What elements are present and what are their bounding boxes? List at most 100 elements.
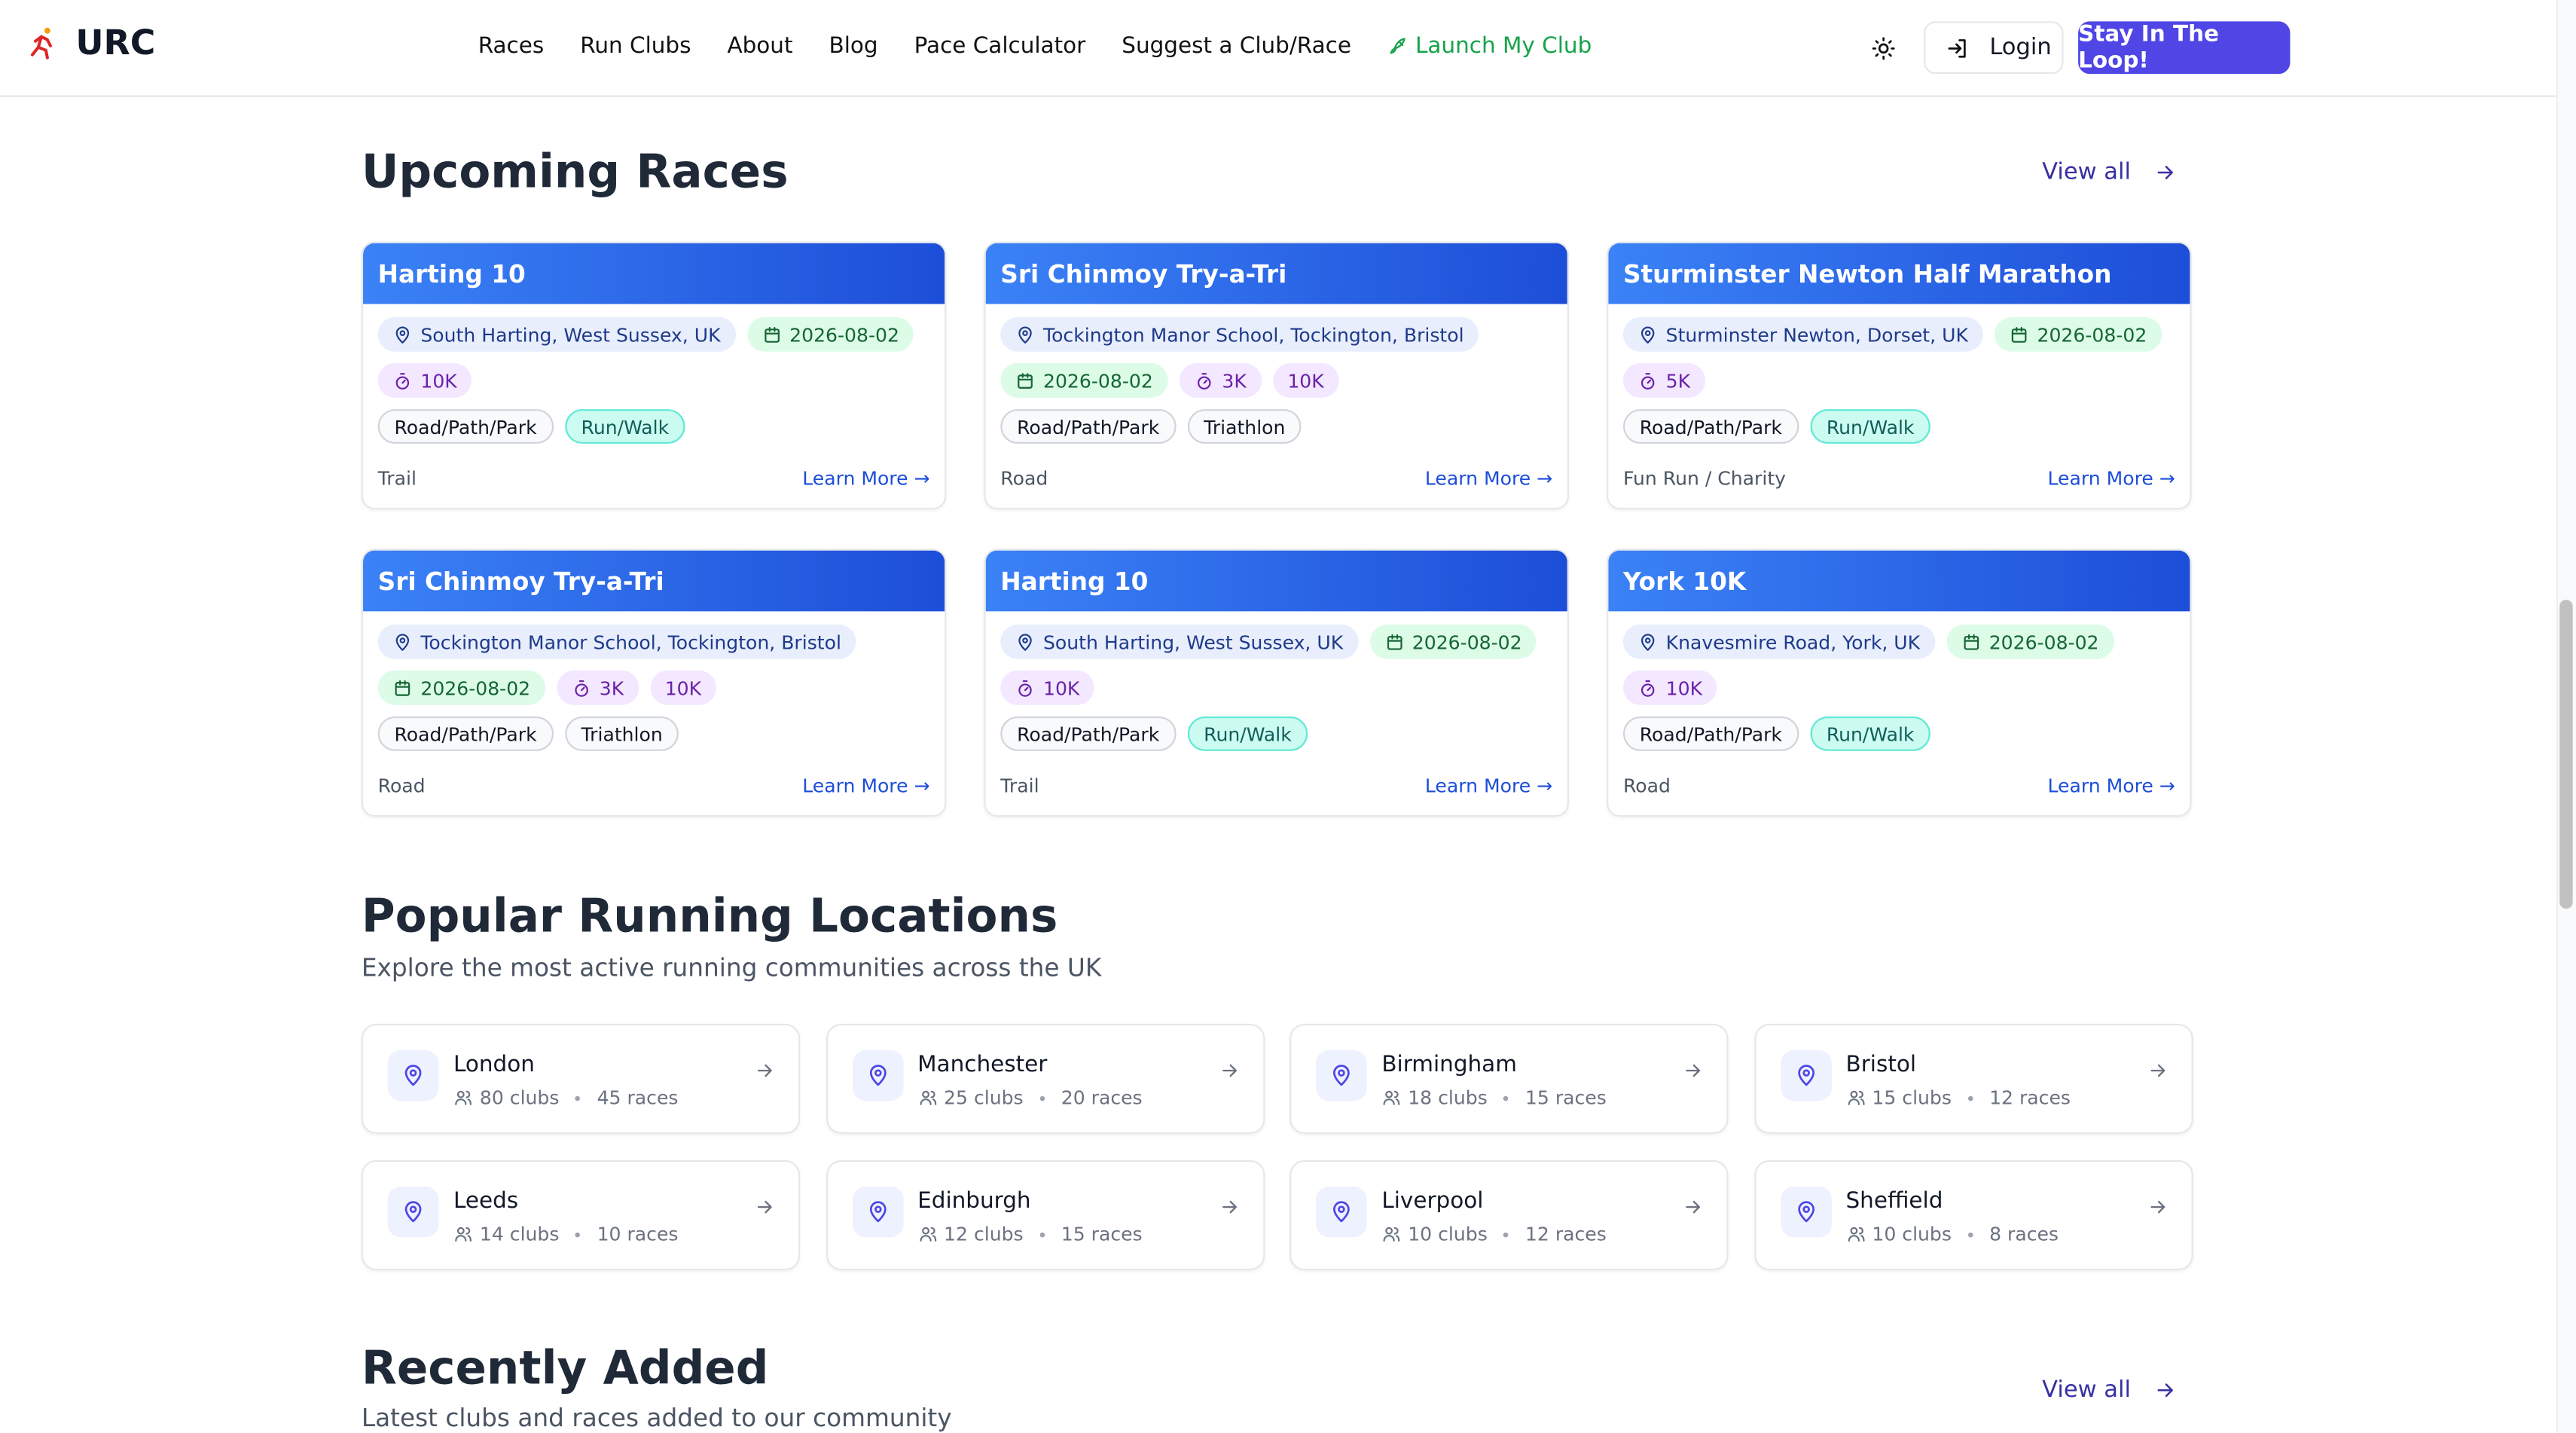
view-all[interactable]: View all — [2042, 1377, 2177, 1404]
clubs: 14 clubs — [479, 1222, 560, 1246]
scrollbar-thumb[interactable] — [2559, 600, 2573, 909]
race-type: Fun Run / Charity — [1622, 466, 1787, 490]
nav-link[interactable]: About — [727, 33, 792, 60]
location-icon — [387, 1186, 439, 1238]
race-type: Trail — [1000, 774, 1039, 797]
race-name[interactable]: York 10K — [1608, 550, 2190, 612]
tag: Triathlon — [564, 716, 679, 751]
date-pill: 2026-08-02 — [377, 670, 545, 705]
users-icon — [919, 1090, 936, 1105]
location-name: Bristol — [1845, 1051, 1917, 1078]
races: 12 races — [1989, 1086, 2071, 1110]
pin-icon — [1641, 633, 1655, 650]
arrow — [1218, 1056, 1239, 1087]
distance-pill: 5K — [1622, 363, 1705, 398]
learn-more[interactable]: Learn More → — [2047, 466, 2175, 490]
nav-link[interactable]: Run Clubs — [580, 33, 691, 60]
location-card[interactable]: Sheffield 10 clubs 8 races — [1753, 1160, 2193, 1271]
location-name: Leeds — [453, 1187, 519, 1215]
learn-more[interactable]: Learn More → — [2047, 774, 2175, 797]
distance: 10K — [420, 368, 457, 393]
pin-icon — [404, 1201, 422, 1223]
distance-pill: 10K — [377, 363, 472, 398]
dot — [1039, 1231, 1045, 1237]
tag-row: Road/Path/Park Run/Walk — [377, 409, 930, 444]
tag-row: Road/Path/Park Run/Walk — [1000, 716, 1552, 751]
distance: 10K — [1665, 676, 1703, 700]
tag: Road/Path/Park — [377, 716, 554, 751]
location-icon — [851, 1050, 903, 1101]
location-pill: Tockington Manor School, Tockington, Bri… — [1000, 316, 1479, 352]
arrow — [1682, 1193, 1703, 1224]
pill-row: South Harting, West Sussex, UK 2026-08-02… — [1000, 624, 1552, 705]
tag: Road/Path/Park — [377, 409, 554, 444]
users-icon — [1383, 1227, 1400, 1242]
races: 8 races — [1989, 1222, 2059, 1246]
users-icon — [1847, 1090, 1864, 1105]
brand[interactable]: URC — [26, 23, 155, 63]
race-name[interactable]: Sturminster Newton Half Marathon — [1608, 243, 2190, 304]
location-icon — [387, 1050, 439, 1101]
tag: Road/Path/Park — [1000, 409, 1177, 444]
learn-more[interactable]: Learn More → — [1424, 774, 1553, 797]
location-icon — [1780, 1050, 1831, 1101]
learn-more[interactable]: Learn More → — [802, 774, 930, 797]
race-name[interactable]: Harting 10 — [985, 550, 1567, 612]
tag-row: Road/Path/Park Triathlon — [1000, 409, 1552, 444]
location-pill: South Harting, West Sussex, UK — [377, 316, 736, 352]
pill-row: Tockington Manor School, Tockington, Bri… — [377, 624, 930, 705]
theme-toggle[interactable] — [1871, 36, 1896, 67]
pin-icon — [868, 1201, 886, 1223]
login-text: Login — [1989, 34, 2052, 61]
nav-link[interactable]: Suggest a Club/Race — [1122, 33, 1351, 60]
cal-icon — [395, 679, 411, 695]
learn-more[interactable]: Learn More → — [802, 466, 930, 490]
location-card[interactable]: Birmingham 18 clubs 15 races — [1290, 1023, 1729, 1134]
dot — [1503, 1231, 1509, 1237]
distance-pill: 10K — [1000, 670, 1095, 705]
cal-icon — [2011, 325, 2027, 342]
location-card[interactable]: Edinburgh 12 clubs 15 races — [826, 1160, 1265, 1271]
pill-row: South Harting, West Sussex, UK 2026-08-02… — [377, 316, 930, 398]
view-all[interactable]: View all — [2042, 160, 2177, 185]
nav-link[interactable]: Races — [478, 33, 545, 60]
date-pill: 2026-08-02 — [1946, 624, 2114, 659]
nav-link[interactable]: Blog — [829, 33, 878, 60]
location-name: Sheffield — [1845, 1187, 1943, 1215]
race-card: Harting 10 South Harting, West Sussex, UK… — [984, 548, 1569, 817]
cta-button[interactable]: Stay In The Loop! — [2078, 21, 2291, 74]
learn-more[interactable]: Learn More → — [1424, 466, 1553, 490]
location-card[interactable]: London 80 clubs 45 races — [361, 1023, 801, 1134]
race-body: Tockington Manor School, Tockington, Bri… — [986, 304, 1567, 444]
cal-icon — [1387, 633, 1402, 649]
nav-link[interactable]: Launch My Club — [1387, 33, 1592, 60]
login-button[interactable]: Login — [1924, 21, 2064, 75]
dot — [575, 1231, 581, 1237]
clubs: 10 clubs — [1872, 1222, 1952, 1246]
location-card[interactable]: Bristol 15 clubs 12 races — [1753, 1023, 2193, 1134]
arrow-icon — [2150, 1200, 2165, 1214]
nav-link-text: Launch My Club — [1415, 32, 1592, 60]
timer-icon — [1197, 372, 1211, 389]
tag: Road/Path/Park — [1000, 716, 1177, 751]
location: South Harting, West Sussex, UK — [420, 322, 721, 347]
navbar: URC Races Run Clubs About Blog Pace Calculato… — [0, 0, 2556, 97]
location-meta: 18 clubs 15 races — [1381, 1086, 1607, 1109]
timer-icon — [1641, 679, 1655, 696]
section-title: Recently Added — [361, 1340, 769, 1395]
tag: Run/Walk — [564, 409, 685, 444]
location-card[interactable]: Manchester 25 clubs 20 races — [826, 1023, 1265, 1134]
login-icon — [1948, 38, 1966, 57]
nav-link[interactable]: Pace Calculator — [914, 33, 1086, 60]
date: 2026-08-02 — [420, 676, 531, 700]
location-card[interactable]: Liverpool 10 clubs 12 races — [1290, 1160, 1729, 1271]
users-icon — [1847, 1227, 1864, 1242]
race-name[interactable]: Sri Chinmoy Try-a-Tri — [985, 243, 1567, 304]
race-name[interactable]: Harting 10 — [363, 243, 945, 304]
location-card[interactable]: Leeds 14 clubs 10 races — [361, 1160, 801, 1271]
race-name[interactable]: Sri Chinmoy Try-a-Tri — [363, 550, 945, 612]
dot — [1967, 1095, 1973, 1101]
dot — [1503, 1095, 1509, 1101]
